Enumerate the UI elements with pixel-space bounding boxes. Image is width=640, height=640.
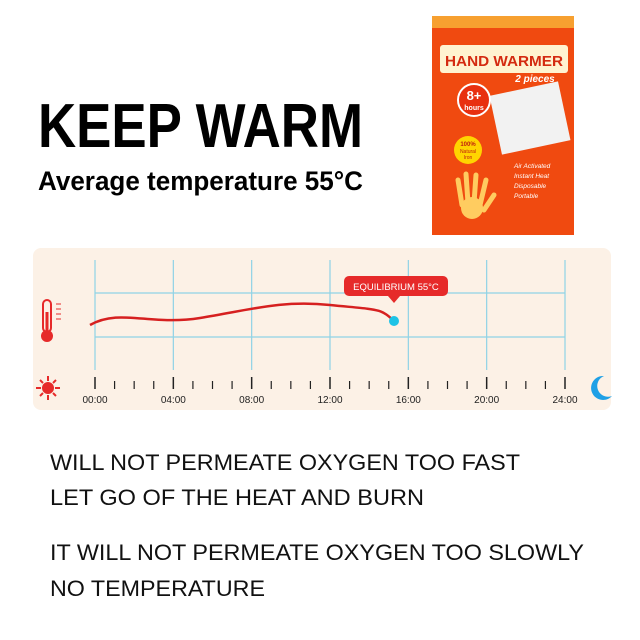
duration-value: 8+ — [467, 88, 482, 103]
title: KEEP WARM — [38, 92, 363, 161]
note-line: WILL NOT PERMEATE OXYGEN TOO FAST — [50, 450, 520, 475]
tick-label: 20:00 — [474, 395, 499, 406]
feature: Instant Heat — [514, 173, 550, 180]
feature: Air Activated — [513, 163, 551, 170]
package-top — [432, 16, 574, 28]
package: HAND WARMER 2 pieces 8+ hours 100% Natur… — [432, 16, 574, 235]
hand-icon — [455, 171, 497, 213]
package-title: HAND WARMER — [445, 53, 563, 70]
warmer-pack — [489, 81, 571, 155]
natural-badge — [454, 136, 482, 164]
duration-unit: hours — [464, 105, 484, 112]
tick-label: 08:00 — [239, 395, 264, 406]
tick-label: 04:00 — [161, 395, 186, 406]
equilibrium-point — [389, 316, 399, 326]
hand-palm — [461, 197, 483, 219]
temperature-curve — [89, 302, 395, 327]
feature: Portable — [514, 193, 539, 200]
sun-icon — [36, 376, 60, 400]
package-count: 2 pieces — [514, 74, 555, 85]
badge-line: 100% — [460, 142, 476, 148]
moon-icon — [591, 375, 612, 400]
note-line: NO TEMPERATURE — [50, 576, 265, 601]
thermometer-icon — [41, 299, 61, 342]
callout-text: EQUILIBRIUM 55°C — [353, 282, 439, 293]
badge-line: Iron — [464, 155, 473, 161]
tick-label: 00:00 — [82, 395, 107, 406]
badge-line: Natural — [460, 149, 476, 155]
tick-label: 16:00 — [396, 395, 421, 406]
callout-pointer — [388, 296, 400, 303]
subtitle: Average temperature 55°C — [38, 166, 363, 196]
note-line: IT WILL NOT PERMEATE OXYGEN TOO SLOWLY — [50, 540, 584, 565]
tick-label: 24:00 — [552, 395, 577, 406]
feature: Disposable — [514, 183, 547, 190]
package-label — [440, 45, 568, 73]
note-line: LET GO OF THE HEAT AND BURN — [50, 485, 424, 510]
duration-badge — [457, 83, 491, 117]
tick-label: 12:00 — [317, 395, 342, 406]
callout-box — [344, 276, 448, 296]
chart-panel — [33, 248, 611, 410]
